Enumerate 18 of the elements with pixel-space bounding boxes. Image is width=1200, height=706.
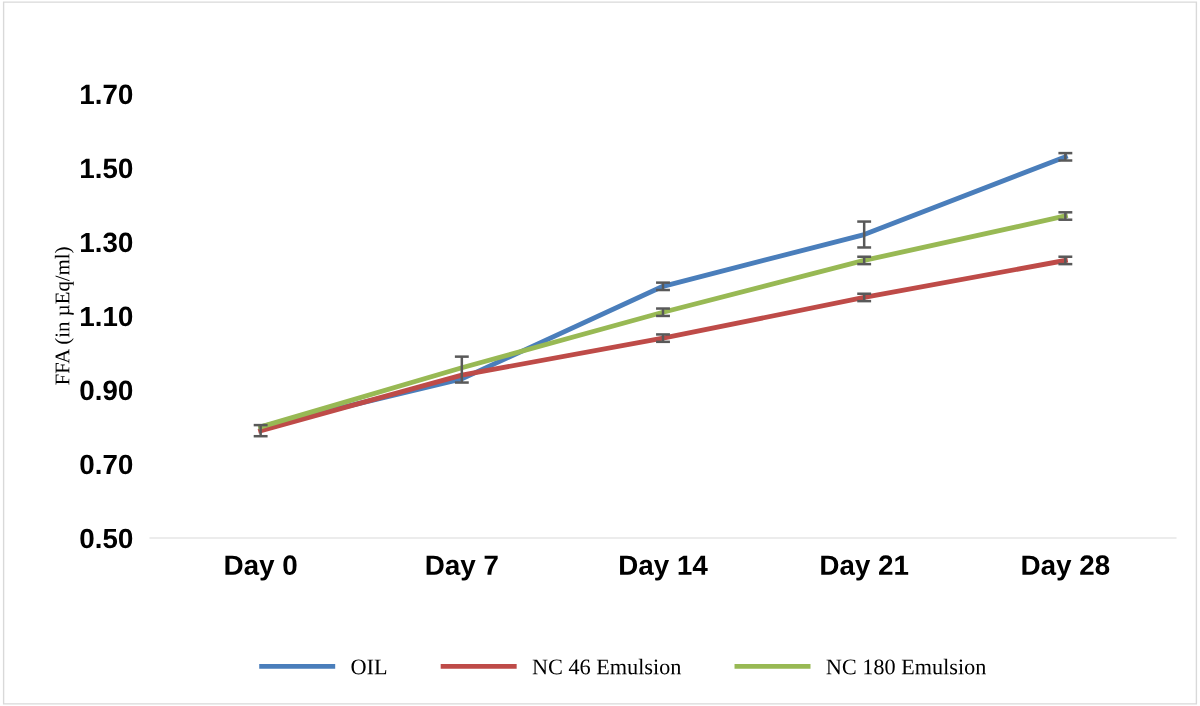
line-series: [258, 213, 1068, 430]
y-tick-label: 0.50: [80, 528, 133, 549]
legend-label: NC 46 Emulsion: [532, 658, 682, 675]
y-tick-label: 1.70: [81, 84, 133, 105]
y-tick-label: 1.30: [81, 232, 133, 253]
x-tick-label: Day 7: [426, 555, 498, 581]
x-tick-label: Day 28: [1022, 555, 1110, 581]
x-tick-label: Day 21: [821, 555, 909, 581]
x-tick-label: Day 0: [225, 555, 297, 581]
legend-label: OIL: [351, 659, 387, 675]
y-tick-label: 1.50: [81, 158, 133, 179]
y-tick-label: 1.10: [81, 306, 133, 327]
y-tick-label: 0.70: [80, 454, 133, 475]
x-tick-label: Day 14: [620, 555, 708, 581]
y-tick-label: 0.90: [80, 380, 133, 401]
legend-label: NC 180 Emulsion: [826, 658, 987, 675]
line-series: [258, 258, 1068, 434]
y-axis-title: FFA (in µEq/ml): [54, 247, 74, 385]
